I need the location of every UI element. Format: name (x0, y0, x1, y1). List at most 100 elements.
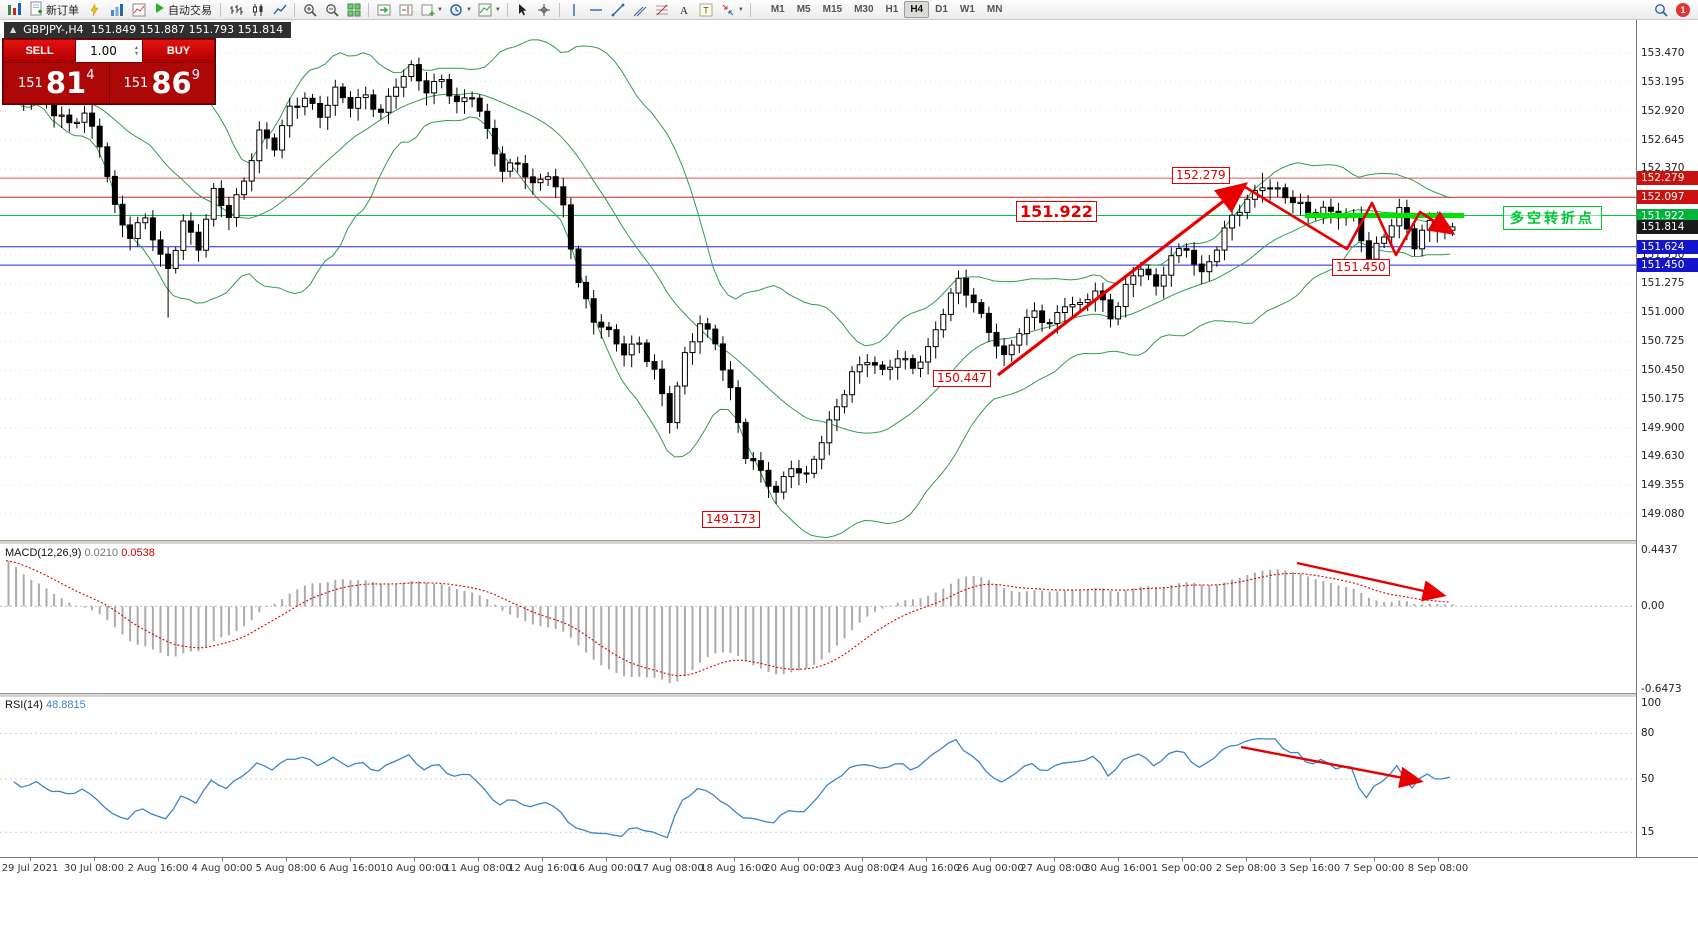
macd-axis-tick: 0.4437 (1641, 544, 1678, 556)
channel-icon[interactable] (630, 1, 651, 18)
time-tick (1246, 858, 1247, 861)
price-tag-152.097: 152.097 (1637, 190, 1698, 204)
macd-name: MACD(12,26,9) (5, 547, 82, 559)
time-label: 29 Jul 2021 (1, 863, 59, 874)
timeframe-h4[interactable]: H4 (904, 1, 930, 18)
toolbar-separator (749, 2, 751, 17)
price-tick: 152.645 (1641, 134, 1685, 146)
price-axis[interactable]: 153.470 153.195 152.920 152.645 152.370 151.5… (1636, 20, 1698, 857)
bar-chart-icon[interactable] (225, 1, 246, 18)
line-chart-icon[interactable] (269, 1, 290, 18)
time-label: 27 Aug 08:00 (1020, 863, 1088, 874)
time-label: 11 Aug 08:00 (444, 863, 512, 874)
time-label: 23 Aug 08:00 (828, 863, 896, 874)
rsi-axis-tick: 50 (1641, 773, 1655, 785)
price-tick: 150.725 (1641, 335, 1685, 347)
toolbar-right-group: 1 (1650, 1, 1694, 18)
sell-button[interactable]: SELL (4, 40, 75, 62)
pane-separator[interactable] (0, 693, 1698, 697)
time-tick (606, 858, 607, 861)
new-chart-icon[interactable] (417, 1, 438, 18)
timeframe-m1[interactable]: M1 (770, 4, 785, 15)
lot-size-input[interactable] (76, 44, 132, 58)
sell-price-sup: 4 (86, 68, 95, 83)
time-tick (414, 858, 415, 861)
chart-shift-icon[interactable] (395, 1, 416, 18)
time-tick (990, 858, 991, 861)
chevron-down-icon[interactable]: ▼ (465, 6, 472, 13)
lot-stepper[interactable]: ▲ ▼ (131, 45, 142, 57)
sell-price[interactable]: 151 81 4 (4, 63, 109, 103)
price-tag-152.279: 152.279 (1637, 171, 1698, 185)
zoom-out-icon[interactable] (321, 1, 342, 18)
new-order-button[interactable]: 新订单 (26, 1, 83, 18)
text-label-icon[interactable]: T (696, 1, 717, 18)
svg-text:A: A (680, 5, 688, 17)
time-tick (94, 858, 95, 861)
time-label: 7 Sep 00:00 (1343, 863, 1405, 874)
time-label: 24 Aug 16:00 (892, 863, 960, 874)
time-label: 18 Aug 16:00 (700, 863, 768, 874)
rsi-canvas[interactable] (0, 697, 1636, 857)
price-tick: 149.355 (1641, 479, 1685, 491)
buy-button[interactable]: BUY (143, 40, 214, 62)
time-tick (478, 858, 479, 861)
text-icon[interactable]: A (674, 1, 695, 18)
svg-text:T: T (704, 5, 710, 15)
notification-badge[interactable]: 1 (1676, 2, 1690, 17)
arrows-tool-icon[interactable] (718, 1, 739, 18)
timeframe-m5[interactable]: M5 (796, 4, 811, 15)
time-tick (1438, 858, 1439, 861)
time-label: 2 Sep 08:00 (1215, 863, 1277, 874)
zoom-in-icon[interactable] (299, 1, 320, 18)
vertical-line-icon[interactable] (564, 1, 585, 18)
auto-scroll-icon[interactable] (373, 1, 394, 18)
chevron-down-icon[interactable]: ▼ (494, 6, 501, 13)
tile-windows-icon[interactable] (343, 1, 364, 18)
template-icon[interactable] (475, 1, 496, 18)
time-tick (350, 858, 351, 861)
timeframe-d1[interactable]: D1 (935, 4, 948, 15)
timeframe-m30[interactable]: M30 (854, 4, 874, 15)
crosshair-icon[interactable] (534, 1, 555, 18)
time-label: 26 Aug 00:00 (956, 863, 1024, 874)
rsi-axis-tick: 100 (1641, 697, 1662, 709)
price-tick: 149.630 (1641, 450, 1685, 462)
time-axis[interactable]: 29 Jul 2021 30 Jul 08:00 2 Aug 16:00 4 Aug … (0, 857, 1698, 877)
auto-trading-button[interactable]: 自动交易 (150, 1, 216, 18)
chevron-down-icon[interactable]: ▼ (737, 6, 744, 13)
timeframe-w1[interactable]: W1 (959, 4, 975, 15)
pane-separator[interactable] (0, 540, 1698, 544)
period-icon[interactable] (446, 1, 467, 18)
timeframe-mn[interactable]: MN (986, 4, 1003, 15)
chevron-down-icon[interactable]: ▼ (437, 6, 443, 13)
fibonacci-icon[interactable] (652, 1, 673, 18)
search-icon[interactable] (1650, 1, 1671, 18)
time-tick (926, 858, 927, 861)
lot-size-field[interactable]: ▲▼ (76, 40, 142, 62)
horizontal-line-icon[interactable] (586, 1, 607, 18)
market-depth-icon[interactable] (106, 1, 127, 18)
price-tag-151.814: 151.814 (1637, 220, 1698, 234)
buy-price[interactable]: 151 86 9 (109, 63, 214, 103)
macd-canvas[interactable] (0, 545, 1636, 693)
trendline-icon[interactable] (608, 1, 629, 18)
chart-window-icon[interactable] (128, 1, 149, 18)
time-tick (670, 858, 671, 861)
symbol-triangle-icon: ▲ (10, 25, 17, 34)
lightning-icon[interactable] (84, 1, 105, 18)
main-toolbar: 新订单 自动交易 ▼ ▼ ▼ A T ▼ M1 M5 M15 M30 H1 H4 D1 W1 M… (0, 0, 1698, 20)
macd-value: 0.0210 (84, 547, 119, 559)
stepper-down-icon[interactable]: ▼ (134, 51, 139, 57)
cursor-icon[interactable] (512, 1, 533, 18)
time-tick (734, 858, 735, 861)
time-tick (542, 858, 543, 861)
timeframe-h1[interactable]: H1 (885, 4, 899, 15)
main-chart-canvas[interactable] (0, 20, 1636, 540)
price-tick: 153.470 (1641, 47, 1685, 59)
timeframe-switcher: M1 M5 M15 M30 H1 H4 D1 W1 MN (765, 1, 1009, 18)
stepper-up-icon[interactable]: ▲ (134, 45, 139, 51)
timeframe-m15[interactable]: M15 (822, 4, 843, 15)
new-order-label: 新订单 (46, 4, 79, 17)
candlestick-chart-icon[interactable] (247, 1, 268, 18)
